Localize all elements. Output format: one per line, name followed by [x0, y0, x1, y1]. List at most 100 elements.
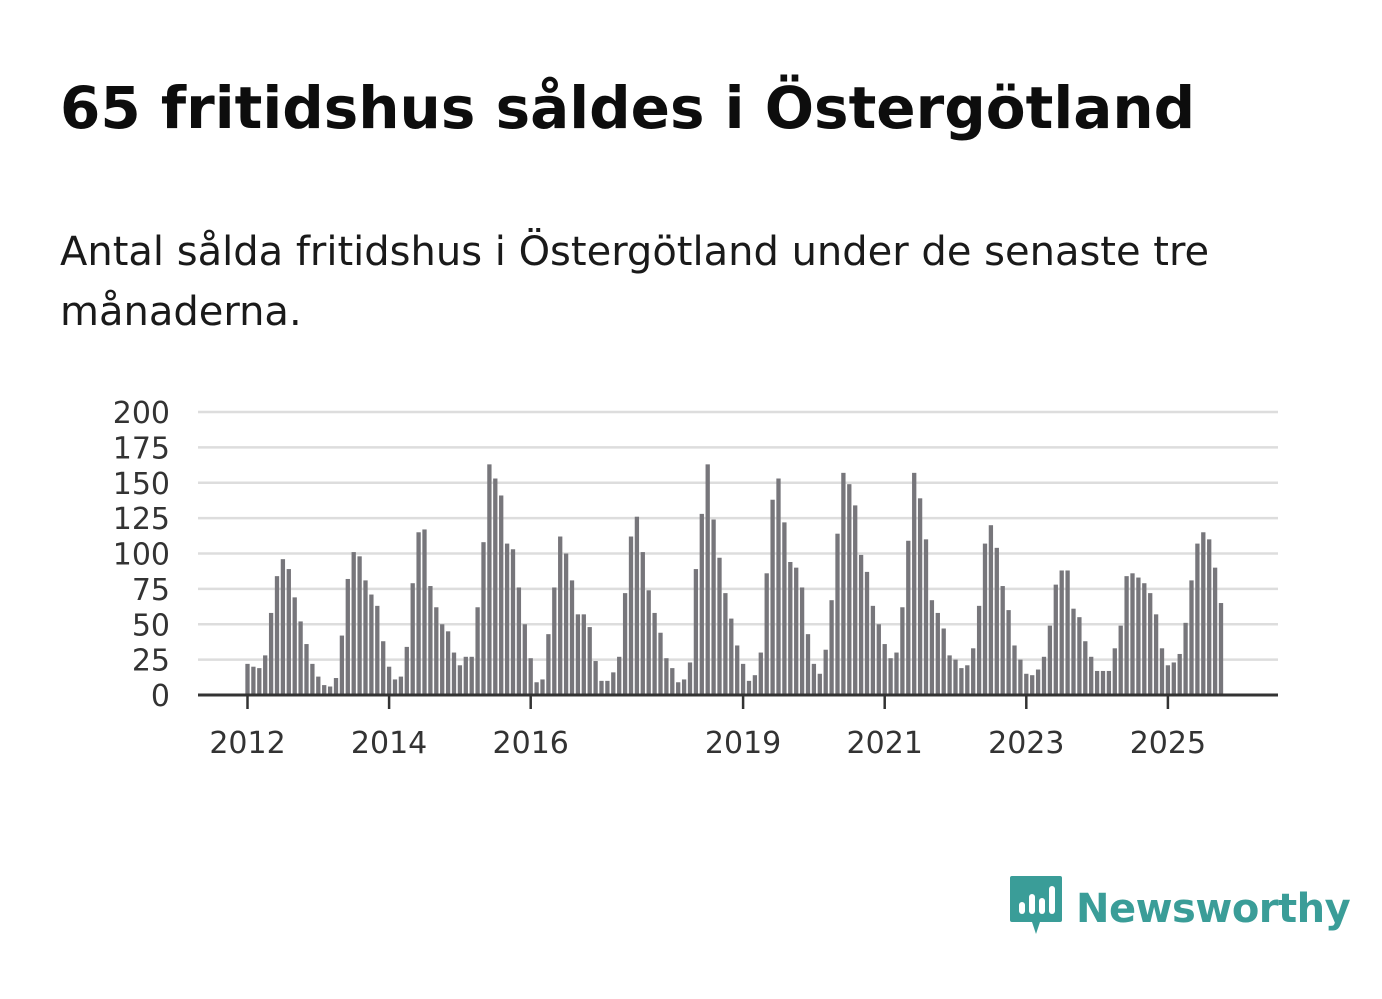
bar — [1171, 662, 1176, 695]
bar — [1189, 580, 1194, 695]
bar — [882, 644, 887, 695]
bar — [664, 658, 669, 695]
bar — [752, 675, 758, 695]
bar — [988, 525, 994, 695]
bar — [1094, 670, 1100, 695]
bar — [847, 484, 852, 695]
bar — [469, 656, 474, 695]
y-tick-label: 0 — [151, 679, 170, 714]
y-tick-label: 75 — [132, 573, 170, 608]
bar — [628, 536, 634, 695]
bar — [746, 680, 752, 695]
bar — [1089, 656, 1094, 695]
bar — [298, 621, 303, 695]
bar — [1000, 586, 1005, 695]
bar — [1130, 573, 1135, 695]
bar — [805, 634, 811, 695]
y-tick-label: 200 — [113, 396, 170, 431]
bar — [658, 632, 663, 695]
bar — [640, 552, 645, 695]
bar — [322, 685, 327, 695]
bar — [516, 587, 522, 695]
y-tick-label: 25 — [132, 644, 170, 679]
bar — [1018, 659, 1023, 695]
bar — [528, 658, 533, 695]
bar — [280, 559, 286, 695]
bar — [676, 682, 681, 695]
bar — [440, 624, 445, 695]
bar — [735, 645, 740, 695]
bar — [776, 478, 781, 695]
bar — [959, 668, 964, 695]
bar — [475, 607, 480, 695]
bar — [888, 658, 893, 695]
bar — [799, 587, 805, 695]
chart-subtitle: Antal sålda fritidshus i Östergötland un… — [60, 229, 1210, 335]
bar — [351, 552, 356, 695]
bar — [1024, 673, 1029, 695]
bar — [853, 505, 858, 695]
bar — [493, 478, 498, 695]
y-tick-label: 150 — [113, 467, 170, 502]
bar — [929, 600, 935, 695]
bar — [906, 540, 911, 695]
bar — [274, 576, 280, 695]
bar — [835, 533, 840, 695]
bar — [428, 586, 433, 695]
bar — [457, 665, 463, 695]
bar — [740, 663, 746, 695]
bar — [1071, 608, 1076, 695]
bar — [1077, 617, 1082, 695]
bar — [304, 644, 309, 695]
bar — [569, 580, 575, 695]
bar — [794, 567, 799, 695]
bar — [392, 679, 398, 695]
bar — [1100, 670, 1106, 695]
bar — [534, 682, 539, 695]
bar — [994, 547, 999, 695]
bar — [1159, 648, 1165, 695]
bar — [1053, 584, 1058, 695]
bar — [1195, 543, 1200, 695]
bar — [546, 634, 551, 695]
brand: Newsworthy — [1010, 876, 1351, 942]
bar — [1218, 603, 1224, 695]
bar — [463, 656, 468, 695]
bar — [1136, 577, 1141, 695]
bar — [811, 663, 817, 695]
bar — [416, 532, 421, 695]
chart-title: 65 fritidshus såldes i Östergötland — [60, 74, 1196, 142]
bar — [1106, 670, 1112, 695]
bar — [333, 678, 339, 695]
bar — [941, 628, 946, 695]
bar — [900, 607, 905, 695]
bar — [1012, 645, 1017, 695]
bar — [717, 557, 722, 695]
bar — [841, 472, 846, 695]
bar — [1035, 669, 1041, 695]
y-tick-label: 50 — [132, 608, 170, 643]
bar — [1142, 583, 1147, 695]
bar — [1177, 653, 1182, 695]
brand-name: Newsworthy — [1076, 886, 1351, 932]
bar — [699, 513, 704, 695]
bar — [1153, 614, 1159, 695]
bar — [286, 569, 291, 695]
bar — [587, 627, 592, 695]
bar — [705, 464, 710, 695]
bar — [327, 686, 333, 695]
bar — [976, 605, 982, 695]
bar — [575, 614, 581, 695]
bar — [864, 571, 870, 695]
bar — [1212, 567, 1218, 695]
bar — [953, 659, 958, 695]
bar — [558, 536, 563, 695]
bar — [369, 594, 374, 695]
bar — [599, 680, 604, 695]
bar — [971, 648, 976, 695]
bar — [510, 549, 516, 695]
bar — [935, 612, 940, 695]
bar — [817, 673, 822, 695]
bar — [687, 662, 693, 695]
y-tick-label: 125 — [113, 502, 170, 537]
